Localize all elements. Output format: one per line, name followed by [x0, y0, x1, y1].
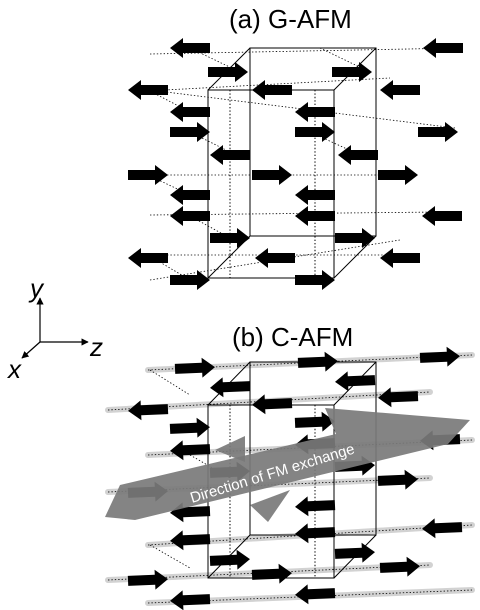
- spin-arrow-left: [423, 38, 463, 58]
- spin-arrow-left: [170, 102, 210, 122]
- spin-arrow-right: [418, 122, 458, 142]
- z-axis-label: z: [89, 332, 103, 362]
- spin-arrow-right: [295, 270, 335, 290]
- y-axis-label: y: [28, 273, 45, 303]
- spin-arrow-right: [170, 270, 210, 290]
- fm-exchange-double-arrow: [105, 408, 470, 520]
- coordinate-axes: y z x: [6, 273, 103, 384]
- band-lower-notch: [250, 490, 290, 522]
- spin-arrow-right: [252, 165, 292, 185]
- spin-arrow-right: [210, 228, 250, 248]
- panel-a-g-afm: (a) G-AFM: [128, 4, 463, 290]
- spin-arrow-left: [252, 80, 292, 100]
- spin-arrow-left: [128, 400, 169, 421]
- spin-arrow-left: [295, 523, 336, 544]
- spin-arrow-right: [128, 165, 168, 185]
- spin-arrow-right: [208, 62, 248, 82]
- spin-arrow-right: [127, 569, 168, 590]
- spin-arrow-right: [419, 346, 460, 367]
- lattice-line: [164, 77, 391, 91]
- spin-arrow-right: [332, 62, 372, 82]
- spin-arrow-left: [210, 145, 250, 165]
- band-upper-notch: [215, 436, 245, 462]
- spin-arrow-left: [128, 80, 168, 100]
- spin-arrow-right: [169, 417, 210, 438]
- spin-arrow-left: [295, 102, 335, 122]
- panel-a-lattice-lines: [147, 47, 461, 281]
- panel-b-title: (b) C-AFM: [232, 322, 353, 352]
- spin-arrow-right: [170, 122, 210, 142]
- fm-exchange-band: Direction of FM exchange: [105, 408, 470, 522]
- x-axis-arrow: [21, 341, 41, 359]
- lattice-line: [319, 47, 371, 73]
- spin-arrow-left: [255, 248, 295, 268]
- spin-arrow-left: [378, 387, 419, 408]
- spin-arrow-right: [251, 563, 292, 584]
- spin-arrow-right: [334, 542, 375, 563]
- spin-arrow-left: [252, 394, 293, 415]
- spin-arrow-right: [377, 469, 418, 490]
- lattice-line: [149, 544, 191, 569]
- spin-arrow-left: [128, 248, 168, 268]
- spin-arrow-left: [380, 248, 420, 268]
- lattice-line: [309, 131, 361, 156]
- spin-arrow-left: [422, 206, 462, 226]
- lattice-line: [189, 47, 241, 73]
- spin-arrow-left: [380, 80, 420, 100]
- panel-a-title: (a) G-AFM: [229, 4, 352, 34]
- spin-arrow-left: [422, 518, 463, 539]
- spin-arrow-left: [170, 185, 210, 205]
- spin-arrow-left: [335, 371, 376, 392]
- spin-arrow-left: [295, 584, 336, 605]
- spin-arrow-right: [297, 351, 338, 372]
- panel-b-c-afm: (b) C-AFM: [105, 322, 475, 610]
- spin-arrow-right: [295, 122, 335, 142]
- cell-edge: [333, 235, 377, 279]
- spin-arrow-right: [294, 411, 335, 432]
- spin-arrow-left: [295, 206, 335, 226]
- spin-arrow-right: [378, 165, 418, 185]
- spin-arrow-left: [170, 38, 210, 58]
- panel-a-spins: [128, 38, 463, 290]
- spin-arrow-right: [379, 556, 420, 577]
- spin-arrow-left: [295, 185, 335, 205]
- spin-arrow-right: [209, 549, 250, 570]
- spin-arrow-left: [170, 530, 211, 551]
- spin-arrow-left: [170, 206, 210, 226]
- spin-arrow-right: [335, 228, 375, 248]
- lattice-line: [149, 369, 191, 396]
- spin-arrow-left: [170, 440, 211, 461]
- spin-arrow-left: [295, 496, 336, 517]
- x-axis-label: x: [6, 354, 22, 384]
- spin-arrow-left: [210, 377, 251, 398]
- spin-arrow-left: [170, 590, 211, 610]
- spin-arrow-left: [338, 145, 378, 165]
- spin-arrow-right: [174, 357, 215, 378]
